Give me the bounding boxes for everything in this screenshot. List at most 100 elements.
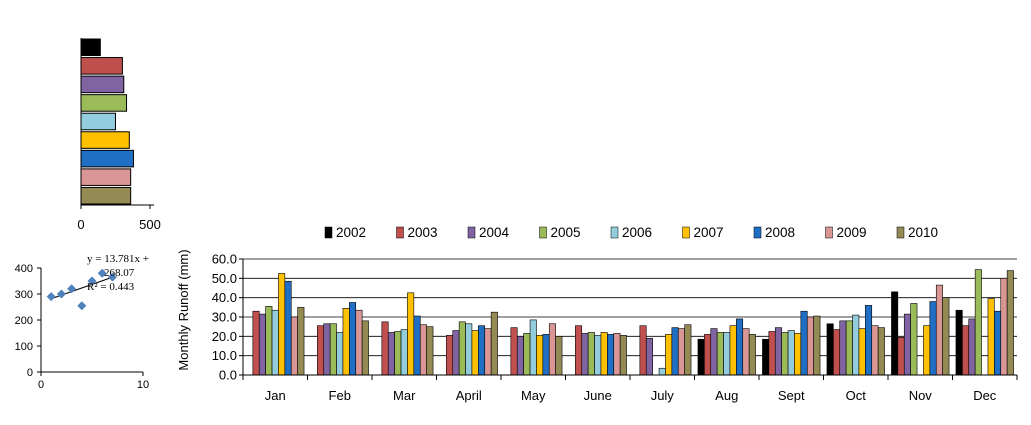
legend-label-2004: 2004 bbox=[479, 225, 510, 240]
scatter-y-tick-label-3: 300 bbox=[15, 289, 33, 301]
scatter-point-0 bbox=[46, 292, 56, 302]
bar-2009-Jan bbox=[290, 316, 298, 376]
bar-2008-Jan bbox=[284, 280, 292, 376]
bar-2006-May bbox=[529, 319, 537, 376]
bar-2004-Aug bbox=[710, 328, 718, 376]
bar-2007-July bbox=[665, 334, 673, 376]
y-tick-label-3: 30.0 bbox=[212, 310, 237, 325]
bar-2006-Aug bbox=[723, 332, 731, 376]
hbar-3 bbox=[80, 94, 128, 112]
bar-2007-Dec bbox=[987, 298, 995, 376]
bar-2003-Sept bbox=[768, 331, 776, 376]
bar-2003-Jan bbox=[252, 310, 260, 376]
bar-2010-Nov bbox=[942, 297, 950, 376]
bar-2005-Jan bbox=[265, 306, 273, 376]
bar-2010-Sept bbox=[813, 315, 821, 376]
bar-2006-April bbox=[465, 323, 473, 376]
legend-swatch-2007 bbox=[682, 226, 690, 239]
legend-swatch-2006 bbox=[610, 226, 619, 239]
bar-2010-Feb bbox=[361, 320, 369, 376]
bar-2008-Aug bbox=[736, 318, 744, 376]
bar-2005-June bbox=[587, 332, 595, 376]
bar-2008-June bbox=[607, 334, 615, 376]
bar-2009-Sept bbox=[806, 316, 814, 376]
bar-2003-Dec bbox=[962, 325, 970, 376]
bar-2005-Mar bbox=[394, 331, 402, 376]
bar-2005-April bbox=[458, 321, 466, 376]
category-label-jan: Jan bbox=[265, 388, 286, 403]
hbar-8 bbox=[80, 186, 132, 205]
bar-2010-Jan bbox=[297, 307, 305, 376]
bar-2006-Sept bbox=[787, 330, 795, 376]
bar-2004-Mar bbox=[387, 332, 395, 376]
bar-2007-Mar bbox=[407, 292, 415, 376]
y-tick-label-1: 10.0 bbox=[212, 348, 237, 363]
scatter-chart: 0 100 200 300 400 0 10 y = 13.781x + 268.07 R² = … bbox=[15, 253, 149, 391]
legend-swatch-2010 bbox=[896, 226, 905, 239]
scatter-y-tick-label-4: 400 bbox=[15, 263, 33, 275]
bar-2009-Dec bbox=[1000, 278, 1008, 376]
bar-2008-Dec bbox=[994, 310, 1002, 376]
bar-2009-Mar bbox=[419, 324, 427, 376]
legend-swatch-2004 bbox=[467, 226, 476, 239]
legend-label-2009: 2009 bbox=[837, 225, 867, 240]
y-tick-label-6: 60.0 bbox=[212, 252, 237, 267]
bar-2009-May bbox=[548, 323, 556, 376]
bar-2008-July bbox=[671, 327, 679, 376]
scatter-y-tick-label-2: 200 bbox=[15, 315, 33, 327]
bar-2008-Sept bbox=[800, 310, 808, 376]
bar-2004-Jan bbox=[258, 313, 266, 376]
bar-2004-Oct bbox=[839, 320, 847, 376]
bar-2002-Aug bbox=[697, 338, 705, 376]
bar-2009-April bbox=[484, 328, 492, 376]
bar-2006-Oct bbox=[852, 314, 860, 376]
bar-2004-July bbox=[645, 337, 653, 376]
category-label-dec: Dec bbox=[973, 388, 997, 403]
bar-2005-May bbox=[523, 333, 531, 376]
legend-label-2010: 2010 bbox=[908, 225, 938, 240]
bar-2008-Nov bbox=[929, 301, 937, 376]
legend-label-2006: 2006 bbox=[622, 225, 652, 240]
hbar-x-tick-label-1: 500 bbox=[139, 217, 161, 232]
bar-2008-Oct bbox=[865, 305, 873, 376]
bar-2010-Oct bbox=[877, 327, 885, 376]
hbar-5 bbox=[80, 131, 130, 149]
bar-2002-Dec bbox=[955, 309, 963, 376]
y-axis-title: Monthly Runoff (mm) bbox=[176, 249, 191, 370]
legend-swatch-2008 bbox=[753, 226, 762, 239]
bar-2004-Nov bbox=[903, 313, 911, 376]
bar-2009-Aug bbox=[742, 328, 750, 376]
bar-2006-June bbox=[594, 335, 602, 376]
category-label-april: April bbox=[456, 388, 482, 403]
scatter-point-5 bbox=[97, 268, 107, 278]
bar-2009-July bbox=[677, 328, 685, 376]
bar-2002-Oct bbox=[826, 323, 834, 376]
y-tick-label-5: 50.0 bbox=[212, 271, 237, 286]
bar-2007-Feb bbox=[342, 307, 350, 376]
bar-2005-Aug bbox=[716, 332, 724, 376]
bar-2009-Feb bbox=[355, 309, 363, 376]
bar-2004-May bbox=[516, 336, 524, 376]
category-label-mar: Mar bbox=[393, 388, 416, 403]
trendline-equation-line1: y = 13.781x + bbox=[87, 253, 149, 265]
scatter-point-2 bbox=[67, 284, 77, 294]
bar-2007-Aug bbox=[729, 325, 737, 376]
category-label-aug: Aug bbox=[715, 388, 738, 403]
bar-2003-Feb bbox=[317, 325, 325, 376]
bar-2006-July bbox=[658, 367, 666, 376]
bar-2007-Jan bbox=[278, 273, 286, 376]
bar-2010-May bbox=[555, 336, 563, 376]
bar-2003-Aug bbox=[704, 334, 712, 376]
bar-2004-June bbox=[581, 333, 589, 376]
bar-2005-Feb bbox=[329, 323, 337, 376]
scatter-point-6 bbox=[107, 272, 117, 282]
bar-2008-Mar bbox=[413, 315, 421, 376]
bar-2007-April bbox=[471, 330, 479, 376]
bar-2007-June bbox=[600, 332, 608, 376]
scatter-x-tick-label-0: 0 bbox=[38, 379, 44, 391]
bar-2003-July bbox=[639, 325, 647, 376]
hbar-7 bbox=[80, 168, 132, 186]
scatter-point-4 bbox=[87, 276, 97, 286]
legend-swatch-2009 bbox=[825, 226, 833, 239]
category-label-june: June bbox=[584, 388, 612, 403]
